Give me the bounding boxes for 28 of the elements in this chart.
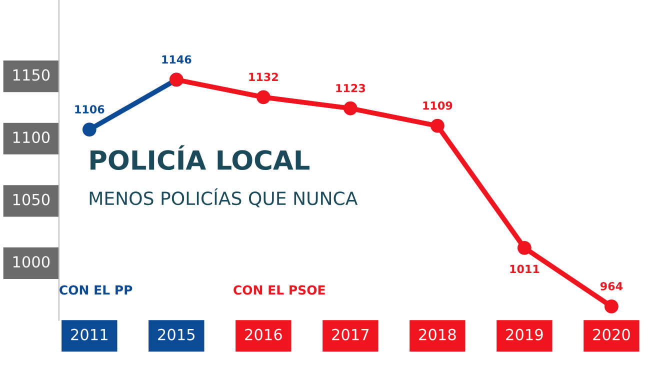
x-tick-label: 2020 <box>593 328 630 340</box>
data-label: 1109 <box>423 101 452 110</box>
data-label: 1146 <box>162 55 192 64</box>
data-label: 1123 <box>336 84 366 92</box>
x-tick-label: 2016 <box>245 328 282 340</box>
y-tick-label: 1050 <box>13 194 50 206</box>
data-label: 1106 <box>75 105 104 114</box>
text: MENOS POLICÍAS QUE NUNCA <box>90 188 358 208</box>
data-label: 964 <box>600 282 623 290</box>
point <box>604 300 618 314</box>
x-tick-label: 2011 <box>71 328 108 340</box>
x-tick-label: 2019 <box>506 328 543 340</box>
data-label: 1132 <box>249 72 278 82</box>
y-tick-label: 1000 <box>13 256 50 268</box>
text: POLICÍA LOCAL <box>90 145 310 170</box>
y-tick-label: 1100 <box>13 132 50 144</box>
y-tick-label: 1150 <box>13 69 50 81</box>
x-tick-label: 2015 <box>158 328 195 340</box>
x-tick-label: 2017 <box>332 328 369 340</box>
point <box>430 118 444 133</box>
annotation: CON EL PP <box>60 285 132 295</box>
annotation: CON EL PSOE <box>234 285 325 295</box>
data-label: 1011 <box>510 264 540 274</box>
point <box>256 90 270 104</box>
point <box>517 240 532 255</box>
point <box>343 101 358 116</box>
point <box>82 122 96 137</box>
x-tick-label: 2018 <box>419 328 456 340</box>
